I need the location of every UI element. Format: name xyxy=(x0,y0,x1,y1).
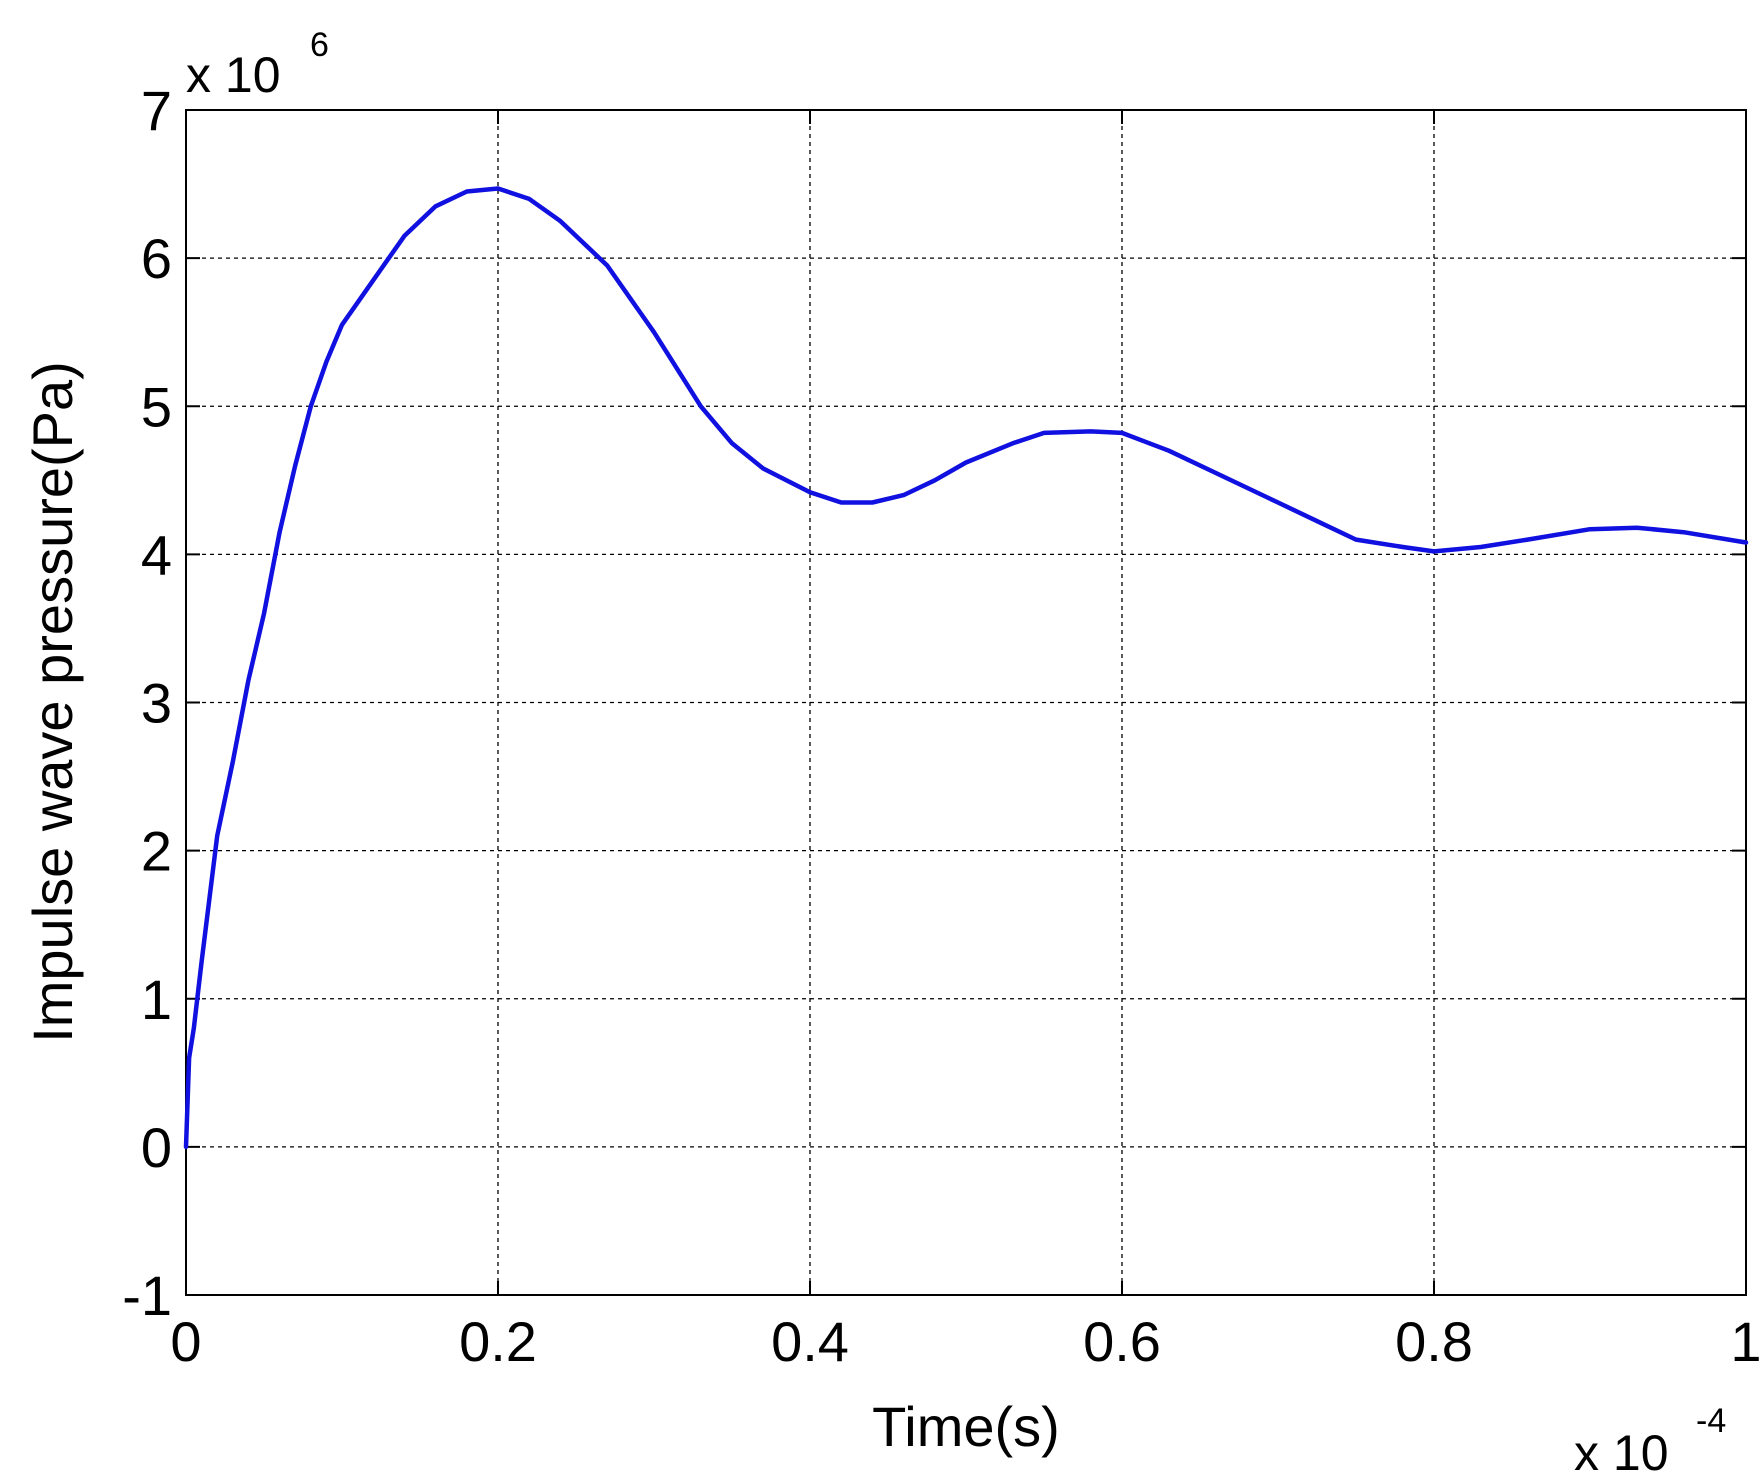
x-tick-label: 0.6 xyxy=(1083,1310,1161,1373)
x-axis-label: Time(s) xyxy=(872,1395,1060,1458)
y-tick-label: 4 xyxy=(141,523,172,586)
y-multiplier-exponent: 6 xyxy=(310,26,329,64)
y-multiplier-base: x 10 xyxy=(186,47,281,103)
y-tick-label: 7 xyxy=(141,79,172,142)
x-multiplier: x 10 -4 xyxy=(1574,1402,1726,1481)
y-tick-label: -1 xyxy=(122,1264,172,1327)
y-tick-label: 6 xyxy=(141,227,172,290)
y-tick-label: 3 xyxy=(141,672,172,735)
y-tick-label: 0 xyxy=(141,1116,172,1179)
axis-ticks xyxy=(185,109,1747,1296)
x-tick-label: 0.8 xyxy=(1395,1310,1473,1373)
grid-lines xyxy=(186,110,1746,1295)
y-tick-label: 1 xyxy=(141,968,172,1031)
y-tick-label: 5 xyxy=(141,375,172,438)
x-tick-label: 1 xyxy=(1730,1310,1761,1373)
x-tick-label: 0.4 xyxy=(771,1310,849,1373)
x-multiplier-base: x 10 xyxy=(1574,1425,1669,1481)
y-axis-label: Impulse wave pressure(Pa) xyxy=(21,361,84,1043)
y-tick-label: 2 xyxy=(141,820,172,883)
x-tick-label: 0.2 xyxy=(459,1310,537,1373)
series-layer xyxy=(183,186,1749,1150)
series-line xyxy=(183,186,1749,1150)
x-multiplier-exponent: -4 xyxy=(1696,1402,1726,1440)
y-multiplier: x 10 6 xyxy=(186,26,329,103)
x-tick-label: 0 xyxy=(170,1310,201,1373)
